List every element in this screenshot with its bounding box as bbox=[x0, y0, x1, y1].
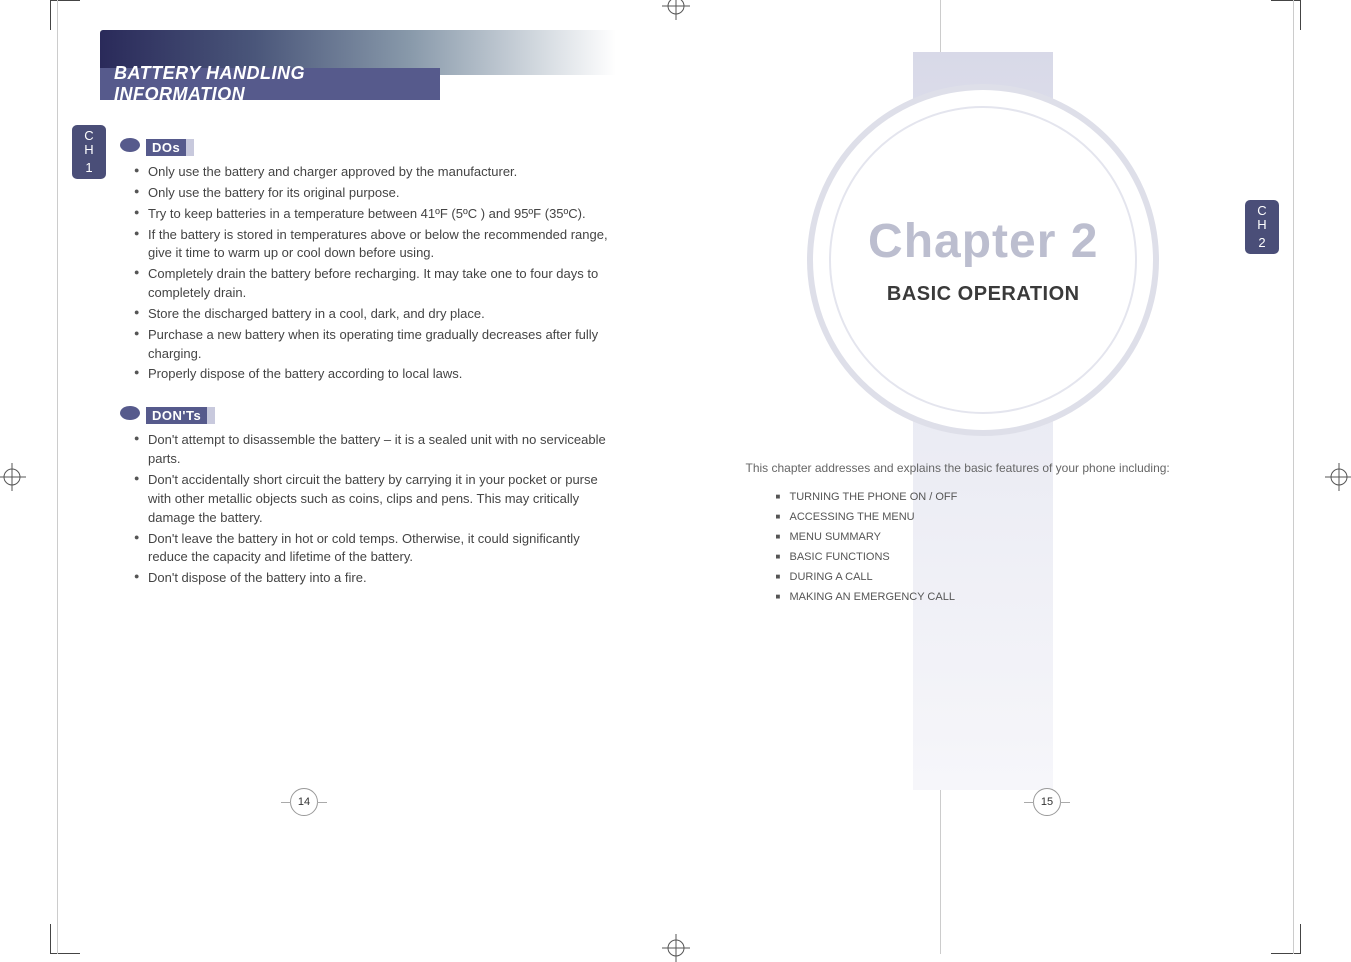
dos-label: DOs bbox=[120, 138, 188, 157]
left-page: C H 1 BATTERY HANDLING INFORMATION DOs O… bbox=[0, 0, 676, 954]
list-item: Store the discharged battery in a cool, … bbox=[134, 305, 616, 324]
header-title: BATTERY HANDLING INFORMATION bbox=[114, 63, 440, 105]
toc-item: ACCESSING THE MENU bbox=[776, 511, 1232, 523]
list-item: Properly dispose of the battery accordin… bbox=[134, 365, 616, 384]
toc-list: TURNING THE PHONE ON / OFF ACCESSING THE … bbox=[736, 491, 1232, 603]
header-title-band: BATTERY HANDLING INFORMATION bbox=[100, 68, 440, 100]
toc-item: DURING A CALL bbox=[776, 571, 1232, 583]
toc-item: MENU SUMMARY bbox=[776, 531, 1232, 543]
chapter-tab-letters: C H bbox=[1257, 204, 1266, 233]
page-number-value: 14 bbox=[298, 796, 310, 808]
toc-item: MAKING AN EMERGENCY CALL bbox=[776, 591, 1232, 603]
bullet-lead-icon bbox=[120, 406, 142, 425]
list-item: Don't accidentally short circuit the bat… bbox=[134, 471, 616, 528]
chapter-title-graphic: Chapter 2 BASIC OPERATION bbox=[813, 90, 1153, 430]
page-number-value: 15 bbox=[1041, 796, 1053, 808]
list-item: Purchase a new battery when its operatin… bbox=[134, 326, 616, 364]
chapter-tab-number: 1 bbox=[85, 161, 92, 175]
right-page: C H 2 Chapter 2 BASIC OPERATION This cha… bbox=[676, 0, 1351, 954]
list-item: Only use the battery for its original pu… bbox=[134, 184, 616, 203]
list-item: Completely drain the battery before rech… bbox=[134, 265, 616, 303]
dos-list: Only use the battery and charger approve… bbox=[120, 163, 616, 384]
header-bar: BATTERY HANDLING INFORMATION bbox=[100, 30, 616, 100]
chapter-intro: This chapter addresses and explains the … bbox=[746, 460, 1222, 477]
chapter-number: Chapter 2 bbox=[868, 214, 1098, 269]
page-number: 14 bbox=[290, 788, 318, 816]
chapter-circle: Chapter 2 BASIC OPERATION bbox=[813, 90, 1153, 430]
list-item: Only use the battery and charger approve… bbox=[134, 163, 616, 182]
dos-label-text: DOs bbox=[146, 139, 188, 156]
donts-list: Don't attempt to disassemble the battery… bbox=[120, 431, 616, 588]
toc-item: BASIC FUNCTIONS bbox=[776, 551, 1232, 563]
chapter-subtitle: BASIC OPERATION bbox=[887, 283, 1080, 306]
donts-label: DON'Ts bbox=[120, 406, 209, 425]
bullet-lead-icon bbox=[120, 138, 142, 157]
chapter-tab: C H 2 bbox=[1245, 200, 1279, 254]
list-item: Try to keep batteries in a temperature b… bbox=[134, 205, 616, 224]
list-item: If the battery is stored in temperatures… bbox=[134, 226, 616, 264]
donts-label-text: DON'Ts bbox=[146, 407, 209, 424]
chapter-tab: C H 1 bbox=[72, 125, 106, 179]
list-item: Don't attempt to disassemble the battery… bbox=[134, 431, 616, 469]
list-item: Don't dispose of the battery into a fire… bbox=[134, 569, 616, 588]
toc-item: TURNING THE PHONE ON / OFF bbox=[776, 491, 1232, 503]
list-item: Don't leave the battery in hot or cold t… bbox=[134, 530, 616, 568]
chapter-tab-letters: C H bbox=[84, 129, 93, 158]
chapter-tab-number: 2 bbox=[1258, 236, 1265, 250]
page-number: 15 bbox=[1033, 788, 1061, 816]
page-spread: C H 1 BATTERY HANDLING INFORMATION DOs O… bbox=[0, 0, 1351, 954]
